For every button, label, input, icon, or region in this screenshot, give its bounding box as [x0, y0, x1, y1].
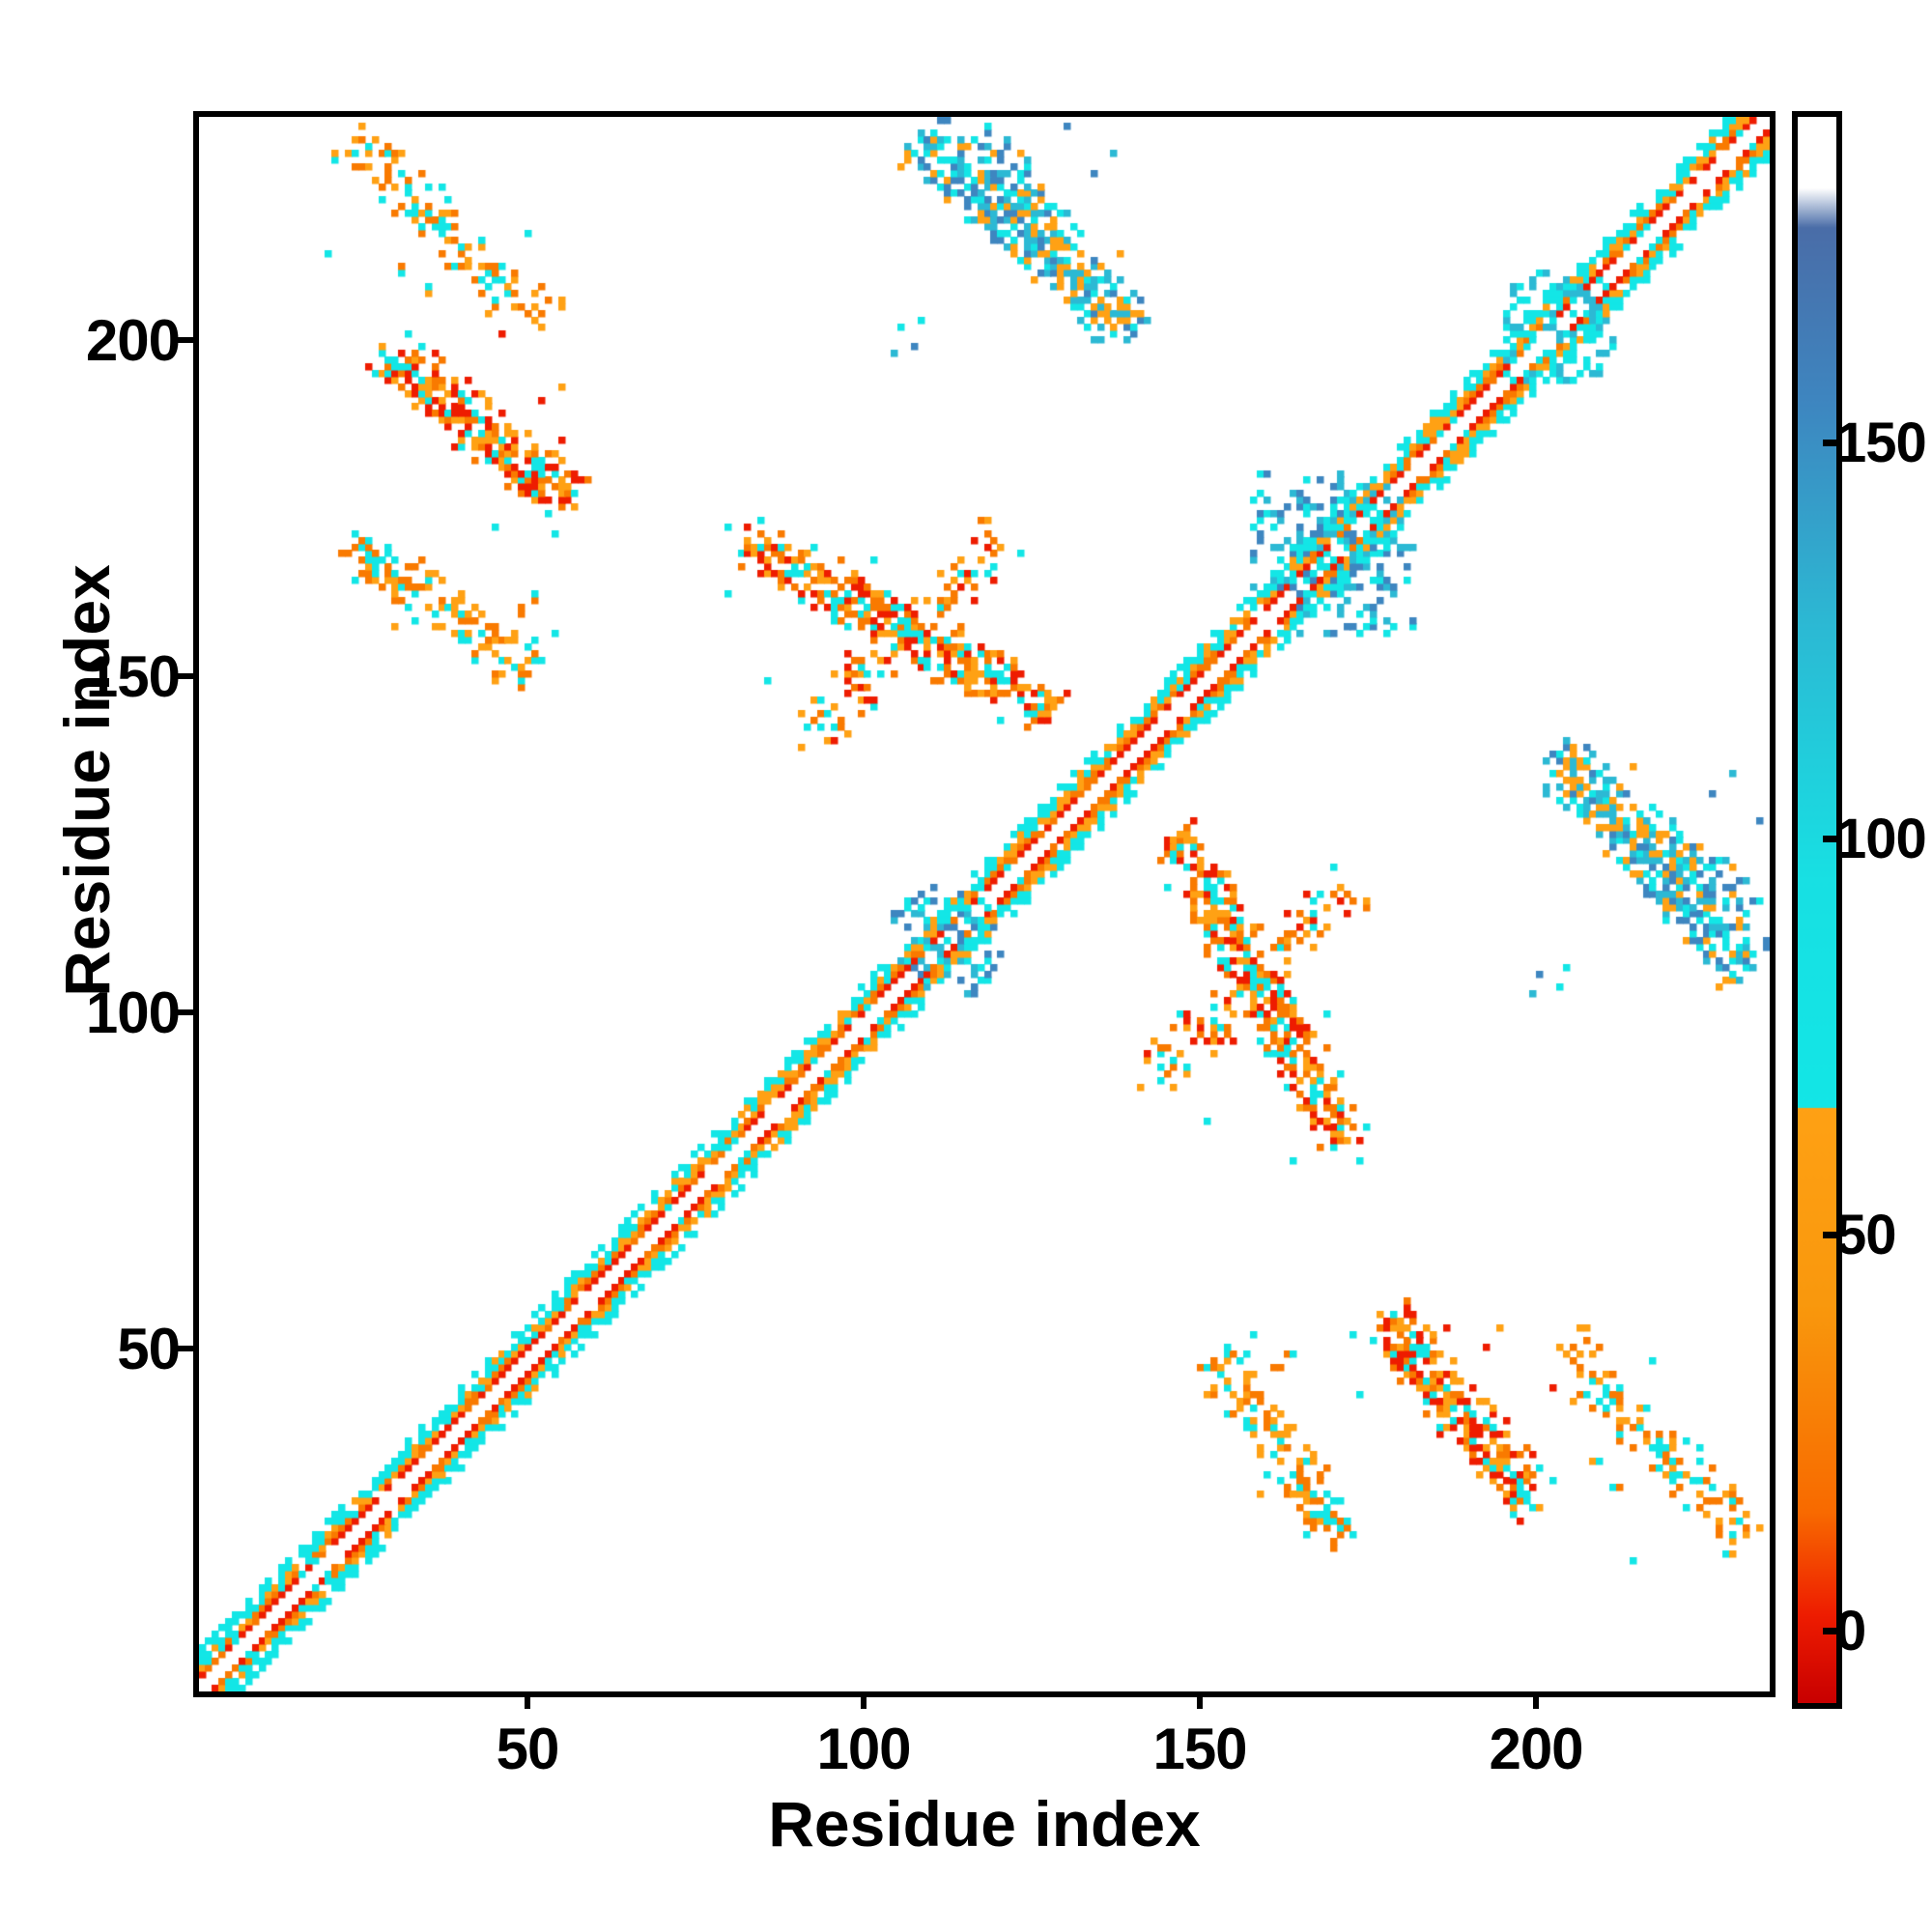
colorbar-tick-50	[1823, 1232, 1838, 1238]
x-tick-150	[1197, 1691, 1203, 1709]
colorbar-tick-100	[1823, 836, 1838, 842]
y-ticklabel-50: 50	[117, 1317, 181, 1381]
colorbar-ticklabel-150: 150	[1835, 412, 1927, 474]
contact-map-heatmap	[199, 117, 1770, 1691]
y-axis-label: Residue index	[51, 564, 123, 997]
y-tick-200	[176, 337, 193, 343]
x-axis-label: Residue index	[768, 1788, 1201, 1860]
x-ticklabel-50: 50	[496, 1717, 560, 1781]
y-ticklabel-200: 200	[85, 308, 181, 373]
colorbar-gradient	[1792, 111, 1842, 1709]
y-ticklabel-150: 150	[85, 644, 181, 709]
colorbar-ticklabel-0: 0	[1835, 1600, 1866, 1662]
colorbar-tick-150	[1823, 440, 1838, 446]
y-tick-150	[176, 673, 193, 679]
colorbar-tick-0	[1823, 1628, 1838, 1634]
x-tick-200	[1533, 1691, 1539, 1709]
x-ticklabel-150: 150	[1152, 1717, 1247, 1781]
y-tick-50	[176, 1346, 193, 1351]
y-tick-100	[176, 1009, 193, 1015]
plot-area	[193, 111, 1776, 1697]
x-tick-100	[861, 1691, 867, 1709]
x-tick-50	[525, 1691, 530, 1709]
x-ticklabel-100: 100	[816, 1717, 911, 1781]
colorbar	[1792, 111, 1842, 1709]
y-ticklabel-100: 100	[85, 980, 181, 1045]
colorbar-ticklabel-50: 50	[1835, 1204, 1897, 1266]
x-ticklabel-200: 200	[1489, 1717, 1583, 1781]
colorbar-ticklabel-100: 100	[1835, 808, 1927, 870]
